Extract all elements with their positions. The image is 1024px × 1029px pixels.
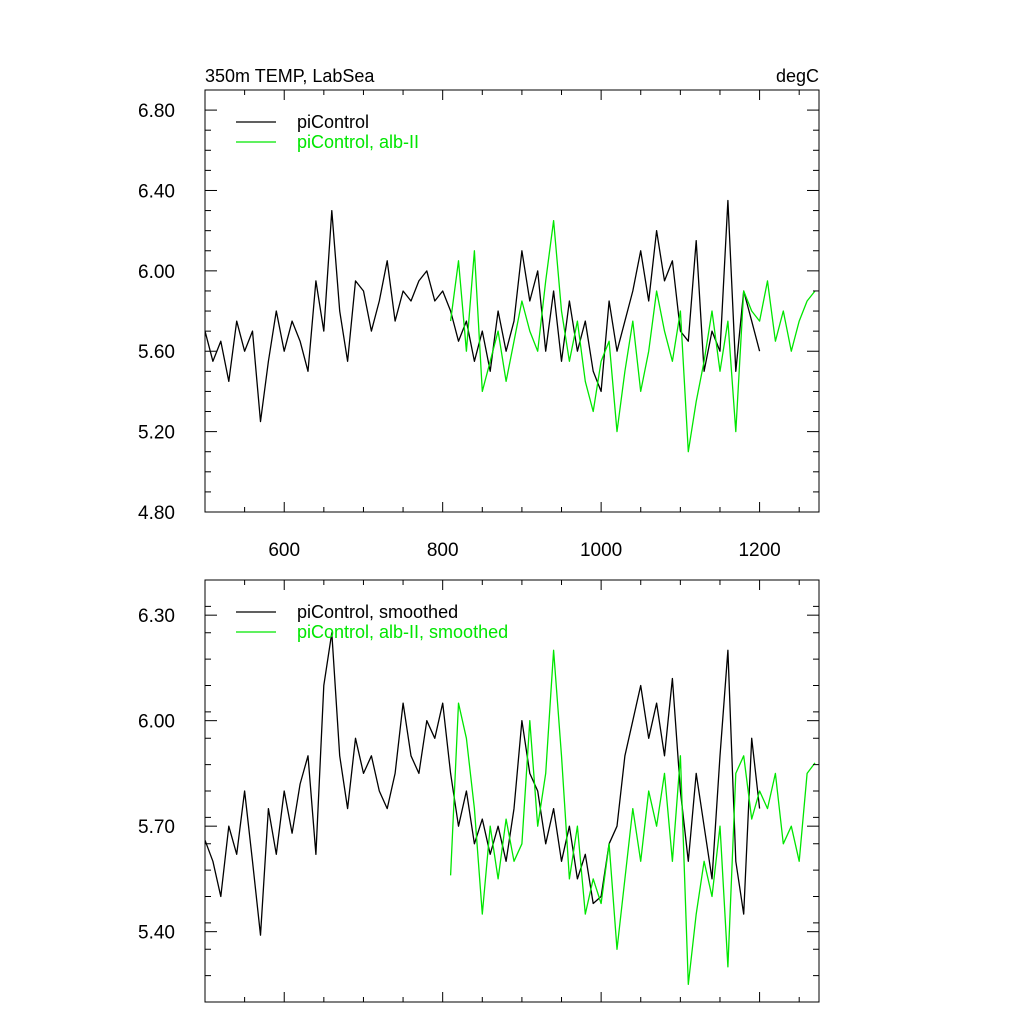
plot-frame bbox=[204, 89, 820, 513]
x-tick-label: 1200 bbox=[738, 540, 780, 561]
y-tick-label: 6.40 bbox=[138, 181, 175, 202]
top-panel-raw: 600 800 1000 1200 4.80 5.20 5.60 6.00 6.40 6.80 35… bbox=[138, 66, 820, 561]
units-label: degC bbox=[776, 66, 819, 86]
series-line-picontrol-alb-ii bbox=[449, 219, 816, 453]
series-line-picontrol-alb-ii-smoothed bbox=[449, 649, 816, 986]
chart-title: 350m TEMP, LabSea bbox=[205, 66, 375, 86]
y-tick-label: 5.20 bbox=[138, 423, 175, 444]
legend-label: piControl, alb-II bbox=[297, 132, 419, 152]
x-tick-label: 600 bbox=[268, 540, 300, 561]
legend-label: piControl bbox=[297, 112, 369, 132]
x-tick-label: 800 bbox=[427, 540, 459, 561]
y-tick-label: 6.00 bbox=[138, 262, 175, 283]
y-tick-label: 5.60 bbox=[138, 342, 175, 363]
legend-label: piControl, alb-II, smoothed bbox=[297, 622, 508, 642]
legend-label: piControl, smoothed bbox=[297, 602, 458, 622]
y-tick-label: 6.00 bbox=[138, 712, 175, 733]
series-group bbox=[205, 632, 816, 986]
y-tick-label: 6.80 bbox=[138, 101, 175, 122]
series-group bbox=[205, 199, 816, 453]
bottom-panel-smoothed: 5.40 5.70 6.00 6.30 piControl, smoothedpiCon… bbox=[138, 579, 820, 1003]
x-tick-label: 1000 bbox=[580, 540, 622, 561]
y-tick-label: 5.70 bbox=[138, 817, 175, 838]
series-line-picontrol bbox=[205, 199, 761, 423]
y-tick-label: 4.80 bbox=[138, 503, 175, 524]
y-tick-label: 5.40 bbox=[138, 923, 175, 944]
series-line-picontrol-smoothed bbox=[205, 632, 761, 936]
y-tick-label: 6.30 bbox=[138, 606, 175, 627]
